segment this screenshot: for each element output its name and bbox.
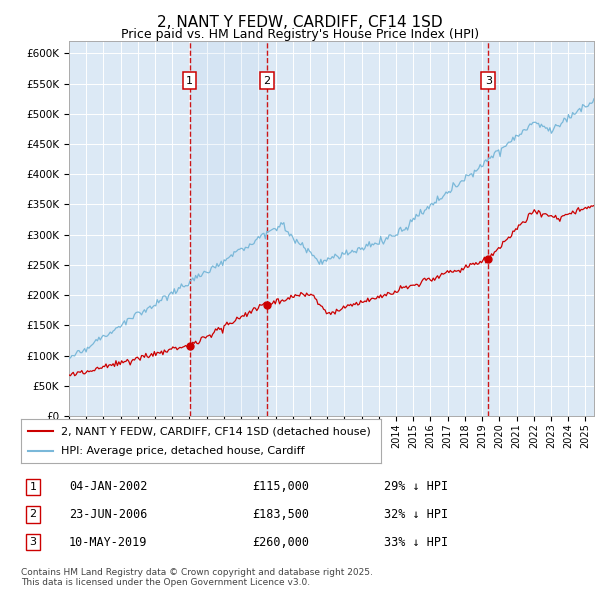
Text: 04-JAN-2002: 04-JAN-2002 xyxy=(69,480,148,493)
Text: 3: 3 xyxy=(29,537,37,547)
Text: 1: 1 xyxy=(186,76,193,86)
Text: Price paid vs. HM Land Registry's House Price Index (HPI): Price paid vs. HM Land Registry's House … xyxy=(121,28,479,41)
Text: 2, NANT Y FEDW, CARDIFF, CF14 1SD: 2, NANT Y FEDW, CARDIFF, CF14 1SD xyxy=(157,15,443,30)
Bar xyxy=(190,41,266,416)
Text: HPI: Average price, detached house, Cardiff: HPI: Average price, detached house, Card… xyxy=(61,446,304,455)
Text: 3: 3 xyxy=(485,76,492,86)
Text: 29% ↓ HPI: 29% ↓ HPI xyxy=(384,480,448,493)
Text: Contains HM Land Registry data © Crown copyright and database right 2025.
This d: Contains HM Land Registry data © Crown c… xyxy=(21,568,373,587)
Text: 2: 2 xyxy=(263,76,270,86)
Text: 10-MAY-2019: 10-MAY-2019 xyxy=(69,536,148,549)
Text: £260,000: £260,000 xyxy=(252,536,309,549)
Text: 1: 1 xyxy=(29,482,37,491)
Text: £115,000: £115,000 xyxy=(252,480,309,493)
Text: 32% ↓ HPI: 32% ↓ HPI xyxy=(384,508,448,521)
Text: 2: 2 xyxy=(29,510,37,519)
Text: 23-JUN-2006: 23-JUN-2006 xyxy=(69,508,148,521)
Text: £183,500: £183,500 xyxy=(252,508,309,521)
Text: 33% ↓ HPI: 33% ↓ HPI xyxy=(384,536,448,549)
Text: 2, NANT Y FEDW, CARDIFF, CF14 1SD (detached house): 2, NANT Y FEDW, CARDIFF, CF14 1SD (detac… xyxy=(61,427,370,436)
